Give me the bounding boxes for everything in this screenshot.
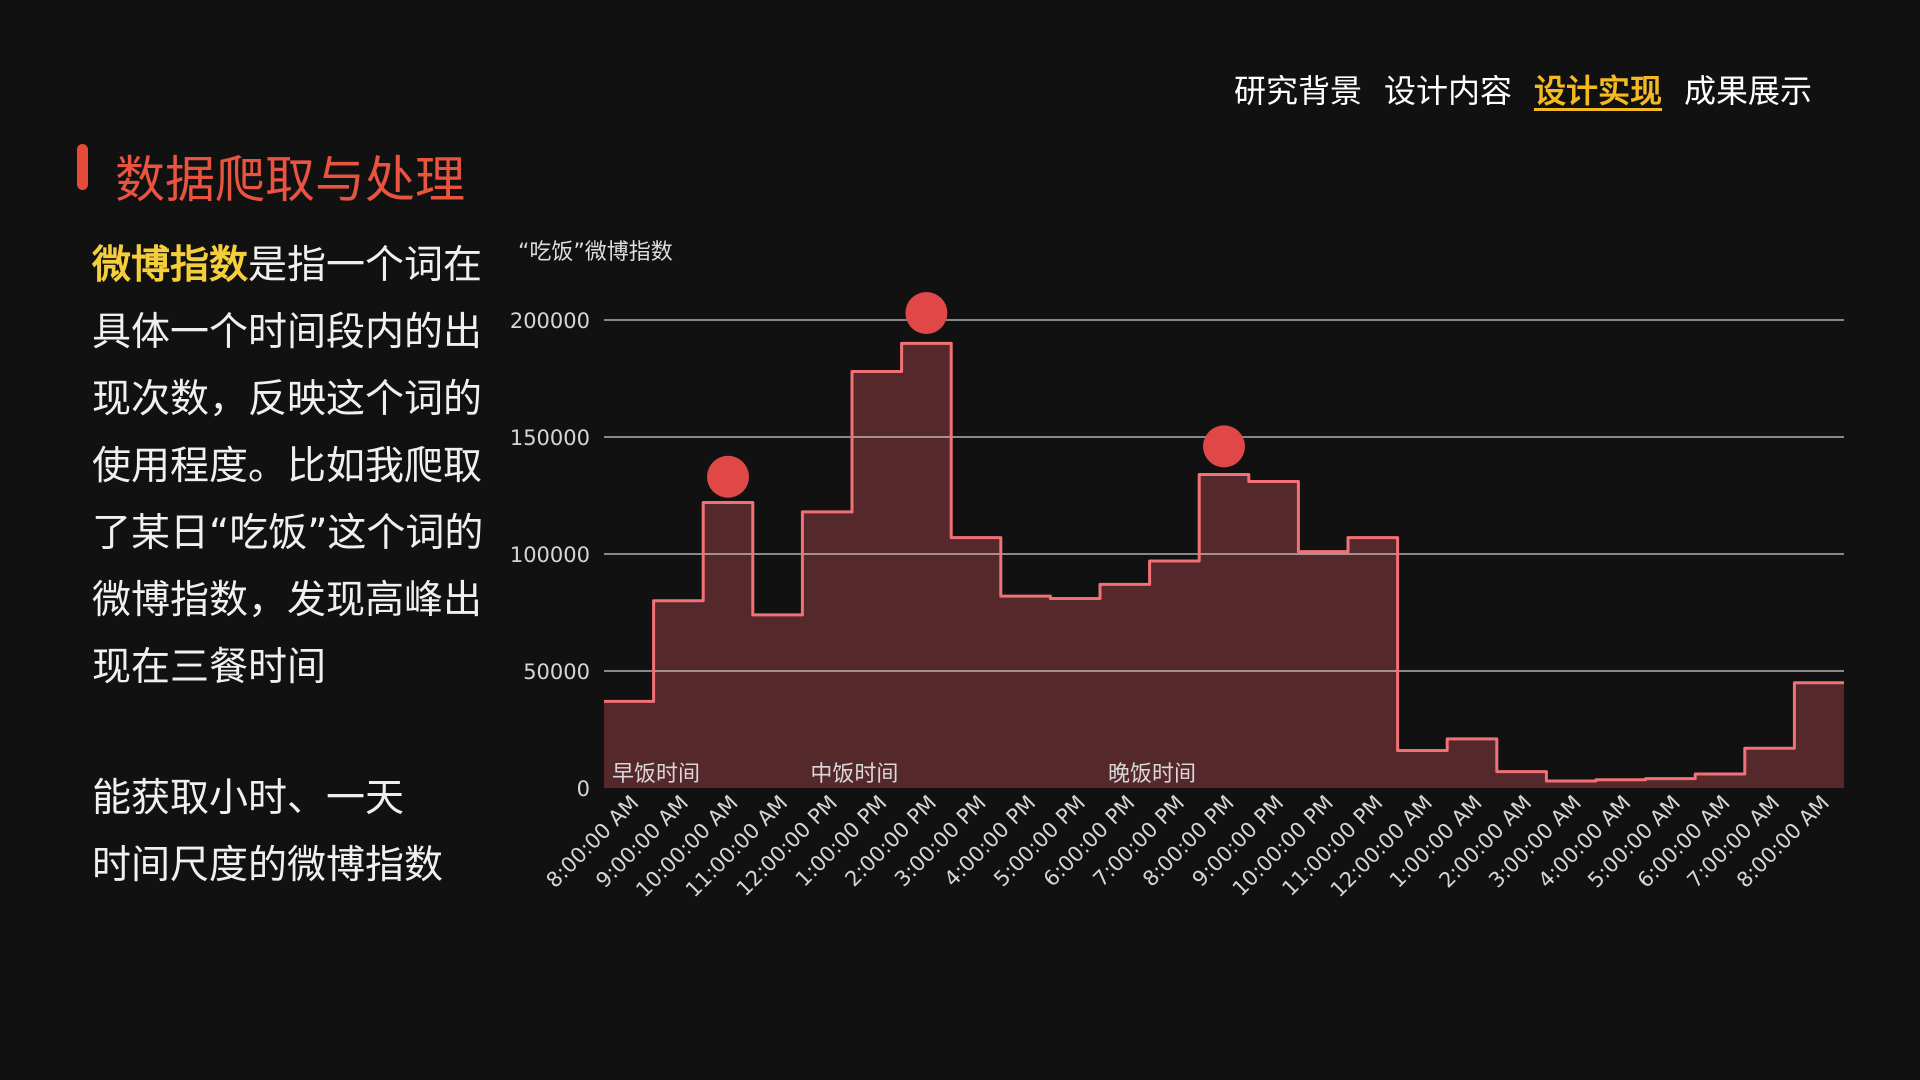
y-tick-label-1: 50000 [523, 660, 590, 684]
annotation-1: 中饭时间 [810, 762, 898, 787]
area-fill [604, 343, 1844, 788]
top-nav: 研究背景 设计内容 设计实现 成果展示 [1234, 66, 1812, 112]
y-tick-label-2: 100000 [510, 543, 590, 567]
description-note-line1: 能获取小时、一天 [92, 776, 405, 821]
chart-title: “吃饭”微博指数 [518, 240, 673, 265]
nav-item-1[interactable]: 设计内容 [1383, 72, 1512, 110]
title-accent-bar [77, 144, 88, 190]
y-tick-label-0: 0 [577, 777, 590, 801]
description-note: 能获取小时、一天 时间尺度的微博指数 [92, 765, 512, 899]
description-highlight: 微博指数 [92, 243, 249, 288]
description-note-line2: 时间尺度的微博指数 [92, 843, 444, 888]
nav-item-2[interactable]: 设计实现 [1533, 72, 1662, 110]
series-line [604, 341, 1844, 783]
description-paragraph: 微博指数是指一个词在具体一个时间段内的出现次数，反映这个词的使用程度。比如我爬取… [92, 232, 512, 701]
y-tick-label-3: 150000 [510, 426, 590, 450]
nav-item-0[interactable]: 研究背景 [1233, 72, 1362, 110]
peak-marker-1 [905, 291, 948, 334]
annotation-0: 早饭时间 [612, 762, 700, 787]
page-title: 数据爬取与处理 [115, 151, 465, 209]
peak-marker-2 [1203, 425, 1245, 468]
y-tick-label-4: 200000 [510, 309, 590, 333]
peak-marker-0 [707, 455, 749, 498]
nav-item-3[interactable]: 成果展示 [1683, 72, 1812, 110]
annotation-2: 晚饭时间 [1108, 762, 1196, 787]
description-text: 是指一个词在具体一个时间段内的出现次数，反映这个词的使用程度。比如我爬取了某日“… [92, 243, 484, 690]
